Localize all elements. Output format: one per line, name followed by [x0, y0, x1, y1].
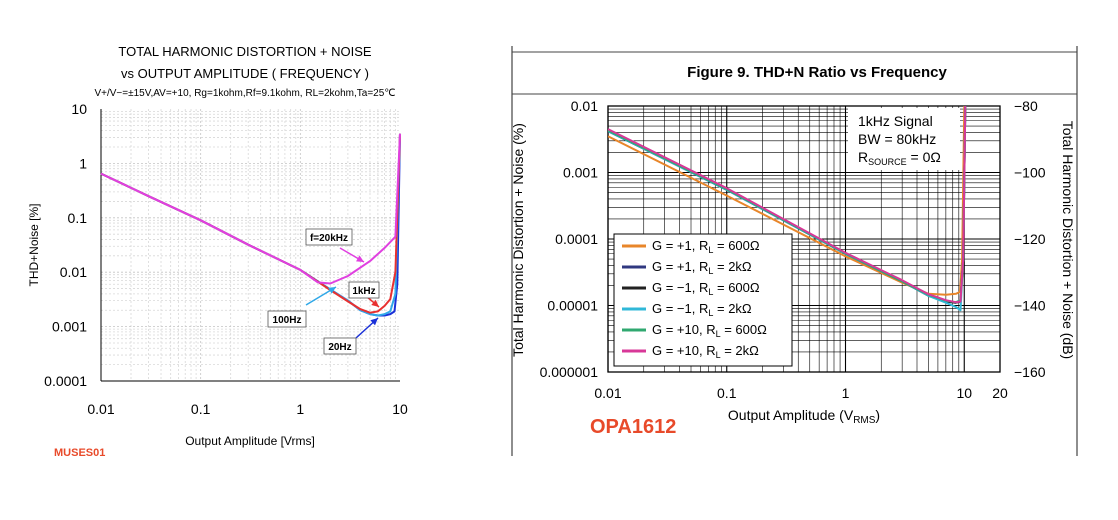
left-annotation: 1kHz: [348, 281, 380, 308]
right-x-tick-label: 20: [992, 385, 1008, 401]
left-annotation-label: 1kHz: [352, 286, 375, 297]
right-y2-axis-label: Total Harmonic Distortion + Noise (dB): [1060, 121, 1076, 359]
right-info-line: 1kHz Signal: [858, 113, 933, 129]
right-legend-label: G = +1, RL = 2kΩ: [652, 259, 752, 276]
right-y2-tick-label: −160: [1014, 364, 1046, 380]
right-legend-label: G = +10, RL = 600Ω: [652, 322, 767, 339]
left-annotation-label: 20Hz: [328, 342, 351, 353]
left-x-tick-label: 10: [392, 401, 408, 417]
right-y-tick-label: 0.001: [563, 165, 598, 181]
right-y2-tick-label: −100: [1014, 165, 1046, 181]
left-annotation-box: [348, 281, 380, 299]
left-chart-title-line1: TOTAL HARMONIC DISTORTION + NOISE: [118, 44, 372, 59]
right-x-tick-label: 0.01: [594, 385, 621, 401]
right-legend-label: G = +10, RL = 2kΩ: [652, 343, 759, 360]
right-info-line: BW = 80kHz: [858, 131, 936, 147]
left-annotation-box: [323, 337, 357, 355]
left-annotation-box: [305, 228, 353, 246]
left-annotation-arrowhead: [371, 299, 379, 307]
left-annotation-label: 100Hz: [273, 315, 302, 326]
left-series-line: [100, 133, 401, 285]
left-brand-label: MUSES01: [54, 447, 106, 459]
right-y-tick-label: 0.000001: [540, 364, 599, 380]
right-y-tick-label: 0.00001: [547, 298, 598, 314]
left-x-axis-label: Output Amplitude [Vrms]: [185, 434, 315, 448]
right-y2-tick-label: −80: [1014, 98, 1038, 114]
left-annotation: 20Hz: [323, 317, 379, 355]
left-chart: 0.01 0.1 1 10 0.0001 0.001 0.01 0.1 1 10 Output Am…: [27, 101, 408, 448]
right-legend-item: G = −1, RL = 2kΩ: [622, 301, 752, 318]
right-legend-item: G = +10, RL = 2kΩ: [622, 343, 759, 360]
right-legend: G = +1, RL = 600Ω G = +1, RL = 2kΩ G = −1,…: [613, 233, 793, 367]
right-series-line: [608, 106, 966, 296]
right-chart-title: Figure 9. THD+N Ratio vs Frequency: [687, 64, 947, 81]
left-annotation: 100Hz: [267, 286, 337, 328]
left-y-axis-label: THD+Noise [%]: [27, 203, 41, 286]
right-x-tick-label: 0.1: [717, 385, 737, 401]
left-annotation-arrowhead: [328, 287, 336, 294]
right-legend-item: G = +1, RL = 2kΩ: [622, 259, 752, 276]
left-y-tick-label: 0.001: [52, 319, 87, 335]
right-legend-item: G = +10, RL = 600Ω: [622, 322, 767, 339]
right-chart: 0.01 0.1 1 10 20 0.000001 0.00001 0.0001 0.001 0.…: [510, 98, 1076, 426]
right-legend-label: G = +1, RL = 600Ω: [652, 238, 760, 255]
left-chart-title-line2: vs OUTPUT AMPLITUDE ( FREQUENCY ): [121, 66, 369, 81]
right-y-tick-label: 0.0001: [555, 231, 598, 247]
left-y-tick-label: 10: [71, 101, 87, 117]
right-legend-label: G = −1, RL = 600Ω: [652, 280, 760, 297]
left-annotation-arrowhead: [370, 318, 378, 326]
right-series-group: [608, 106, 967, 312]
right-legend-item: G = +1, RL = 600Ω: [622, 238, 760, 255]
left-chart-conditions: V+/V−=±15V,AV=+10, Rg=1kohm,Rf=9.1kohm, …: [94, 88, 396, 99]
right-legend-label: G = −1, RL = 2kΩ: [652, 301, 752, 318]
right-legend-box: [613, 233, 793, 367]
left-y-tick-label: 0.1: [68, 210, 88, 226]
right-plot-border: [607, 105, 1001, 373]
right-x-tick-label: 1: [842, 385, 850, 401]
right-series-line: [608, 106, 967, 304]
right-y-axis-label: Total Harmonic Distortion + Noise (%): [510, 123, 526, 357]
left-series-group: [100, 133, 401, 317]
right-y2-tick-label: −120: [1014, 231, 1046, 247]
right-x-axis-label: Output Amplitude (VRMS): [728, 407, 880, 426]
right-x-tick-label: 10: [956, 385, 972, 401]
left-grid: [100, 109, 400, 382]
left-y-tick-label: 1: [79, 155, 87, 171]
left-annotation: f=20kHz: [305, 228, 365, 263]
left-annotation-box: [267, 310, 307, 328]
left-x-tick-label: 1: [296, 401, 304, 417]
right-y-tick-label: 0.01: [571, 98, 598, 114]
left-x-tick-label: 0.1: [191, 401, 211, 417]
left-x-tick-label: 0.01: [87, 401, 114, 417]
left-y-tick-label: 0.0001: [44, 373, 87, 389]
left-annotation-arrowhead: [356, 255, 364, 262]
right-y2-tick-label: −140: [1014, 298, 1046, 314]
right-legend-item: G = −1, RL = 600Ω: [622, 280, 760, 297]
right-brand-label: OPA1612: [590, 416, 677, 438]
right-info-box-bg: [848, 108, 960, 170]
left-annotation-label: f=20kHz: [310, 233, 348, 244]
left-y-tick-label: 0.01: [60, 264, 87, 280]
